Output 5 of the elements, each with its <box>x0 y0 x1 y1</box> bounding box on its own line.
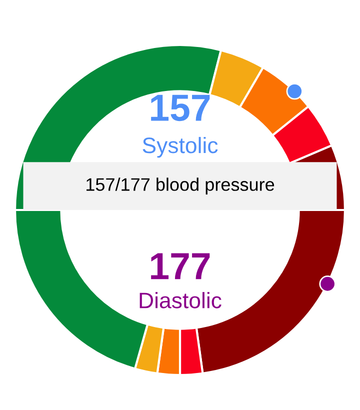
text: 157/177 blood pressure <box>86 178 274 194</box>
text: 157 <box>151 94 210 122</box>
text: Diastolic <box>140 292 222 308</box>
text: Systolic <box>142 136 218 158</box>
text: 177 <box>151 253 210 280</box>
